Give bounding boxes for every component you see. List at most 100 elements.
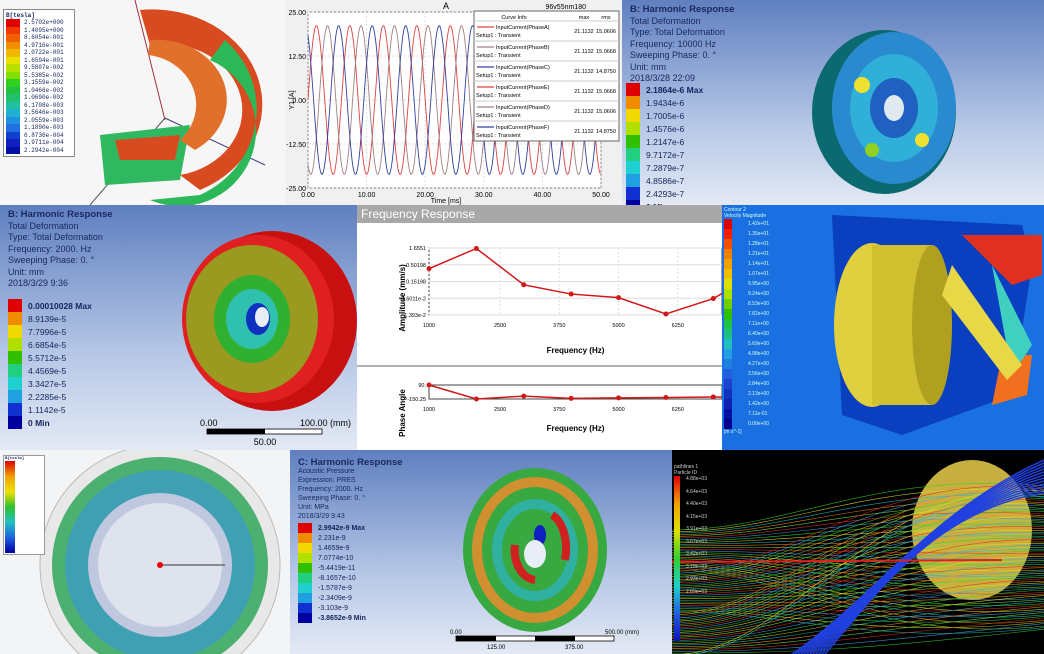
legend-entry: 1.14e+01 xyxy=(724,259,769,269)
info-line: Frequency: 2000. Hz xyxy=(8,243,92,254)
pathline xyxy=(672,552,1044,566)
legend-entry: 1.7005e-6 xyxy=(626,109,703,122)
pathline xyxy=(672,491,1044,574)
legend-swatch xyxy=(724,329,732,339)
legend-value: 1.1890e-003 xyxy=(24,124,64,132)
pathline xyxy=(672,556,1044,583)
legend-swatch xyxy=(626,174,640,187)
panel-current-chart: 25.00 12.50 0.00 -12.50 -25.00 0.00 10.00 20.00… xyxy=(286,0,622,205)
pathline xyxy=(672,548,1044,590)
legend-value: 3.42e+03 xyxy=(686,551,707,557)
legend-entry: 7.2879e-7 xyxy=(626,161,703,174)
legend-entry: 1.0466e-002 xyxy=(6,86,72,94)
legend-swatch xyxy=(6,124,20,132)
legend-entry: 1.0690e-002 xyxy=(6,94,72,102)
data-point xyxy=(426,382,432,388)
deformation-legend: 2.1864e-6 Max 1.9434e-6 1.7005e-6 1.4576e-6… xyxy=(626,83,703,205)
info-line: Unit: MPa xyxy=(298,504,329,511)
pathline xyxy=(672,555,1044,577)
legend-value: 1.4095e+000 xyxy=(24,26,64,34)
legend-swatch xyxy=(724,339,732,349)
pathline xyxy=(672,488,1044,532)
legend-series-sub: Setup1 : Transient xyxy=(476,113,521,119)
legend-swatch xyxy=(724,319,732,329)
legend-value: 1.4576e-6 xyxy=(646,123,685,134)
pathline xyxy=(672,516,1044,622)
legend-value: 1.6594e-001 xyxy=(24,56,64,64)
legend-value: 4.64e+03 xyxy=(686,488,707,495)
legend-entry: 5.5385e-002 xyxy=(6,71,72,79)
pathline xyxy=(672,523,1044,542)
legend-series-name: InputCurrent(PhaseA) xyxy=(496,25,550,31)
pathline xyxy=(672,526,1044,584)
legend-value: 1.1142e-5 xyxy=(28,404,66,415)
legend-entry: 2.13e+00 xyxy=(724,389,769,399)
legend-title: B[tesla] xyxy=(6,12,35,19)
legend-series-name: InputCurrent(PhaseC) xyxy=(496,65,550,71)
pathline xyxy=(672,564,1044,612)
pathline xyxy=(672,528,1044,625)
scale-max: 100.00 (mm) xyxy=(300,418,351,428)
legend-value: 7.11e+00 xyxy=(748,321,769,327)
legend-swatch xyxy=(8,390,22,403)
wheel-deformation-view: 0.00 100.00 (mm) 50.00 xyxy=(182,231,357,447)
legend-entry: 1.2147e-6 xyxy=(626,135,703,148)
scale-375: 375.00 xyxy=(565,645,584,651)
panel-stator-flux: B[tesla] xyxy=(0,450,290,654)
project-name: 96v55nm180 xyxy=(546,4,587,11)
legend-value: 4.9716e-001 xyxy=(24,41,64,49)
legend-swatch xyxy=(724,229,732,239)
y-tick-label: 0.15198 xyxy=(406,280,426,286)
x-tick-label: 6250 xyxy=(672,407,684,413)
legend-swatch xyxy=(724,239,732,249)
info-line: Total Deformation xyxy=(8,220,79,231)
pathline xyxy=(672,593,1044,603)
legend-max: 21.1132 xyxy=(574,89,593,95)
legend-max: 21.1132 xyxy=(574,69,593,75)
legend-entry: 6.8736e-004 xyxy=(6,131,72,139)
legend-entry: 2.5702e+000 xyxy=(6,19,72,27)
legend-series-name: InputCurrent(PhaseF) xyxy=(496,125,549,131)
pathline xyxy=(672,565,1044,595)
legend-entry: 1.4659e-9 xyxy=(298,543,366,553)
legend-value: -3.8652e-9 Min xyxy=(318,614,366,622)
legend-value: -8.1657e-10 xyxy=(318,574,356,582)
legend-value: 6.40e+00 xyxy=(748,331,769,337)
result-title: B: Harmonic Response xyxy=(8,209,113,220)
x-axis-label: Time [ms] xyxy=(431,198,462,205)
legend-entry: -5.4419e-11 xyxy=(298,563,366,573)
legend-swatch xyxy=(6,146,20,154)
info-line: Expression: PRES xyxy=(298,477,356,484)
legend-value: 4.27e+00 xyxy=(748,361,769,367)
legend-entry: 7.7996e-5 xyxy=(8,325,92,338)
pathline xyxy=(672,604,1044,612)
legend-entry: 0.00e+00 xyxy=(724,419,769,429)
legend-entry: 4.4569e-5 xyxy=(8,364,92,377)
legend-rms: 15.0606 xyxy=(596,29,616,35)
legend-value: 1.42e+01 xyxy=(748,221,769,227)
legend-max: 21.1132 xyxy=(574,49,593,55)
legend-entry: 1.4095e+000 xyxy=(6,26,72,34)
legend-entry: 1.28e+01 xyxy=(724,239,769,249)
data-point xyxy=(473,396,479,402)
legend-value: -3.103e-9 xyxy=(318,604,348,612)
info-line: 2018/3/29 9:43 xyxy=(298,513,345,520)
x-tick-label: 5000 xyxy=(612,407,624,413)
x-tick-label: 3750 xyxy=(553,407,565,413)
legend-entry: 2.1864e-6 Max xyxy=(626,83,703,96)
legend-swatch xyxy=(6,116,20,124)
legend-entry: 8.6054e-001 xyxy=(6,34,72,42)
pathline xyxy=(672,623,1044,652)
legend-value: 2.0722e-001 xyxy=(24,49,64,57)
y-tick-label: 25.00 xyxy=(288,10,306,17)
legend-value: 4.8586e-7 xyxy=(646,175,685,186)
legend-entry: 1.07e+01 xyxy=(724,269,769,279)
legend-swatch xyxy=(6,94,20,102)
legend-series-sub: Setup1 : Transient xyxy=(476,53,521,59)
legend-value: 0.00010028 Max xyxy=(28,300,92,311)
legend-rms: 15.0606 xyxy=(596,109,616,115)
pathline xyxy=(672,568,1044,624)
scale-max: 500.00 (mm) xyxy=(605,630,639,636)
legend-subtitle: Velocity Magnitude xyxy=(724,213,766,219)
legend-entry: 1.4576e-6 xyxy=(626,122,703,135)
